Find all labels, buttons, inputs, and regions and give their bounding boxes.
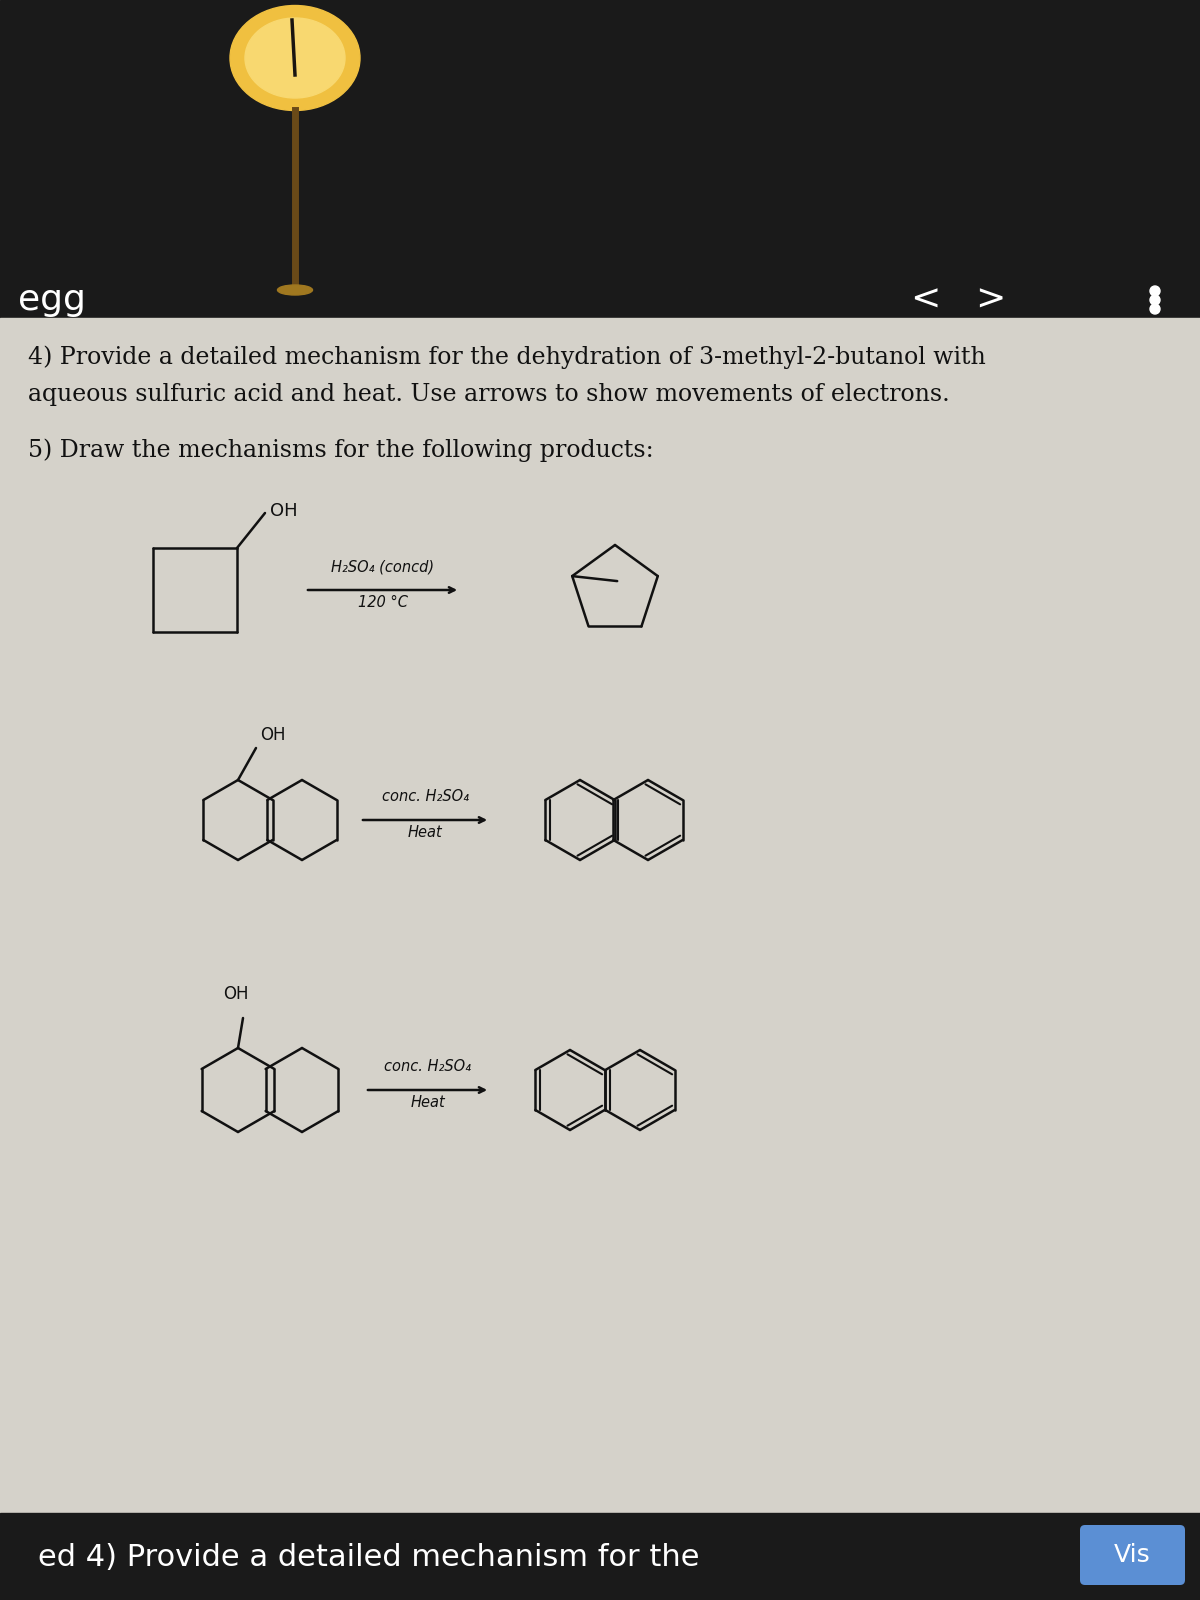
Circle shape xyxy=(1150,304,1160,314)
Text: 120 °C: 120 °C xyxy=(358,595,408,610)
Text: Heat: Heat xyxy=(408,826,443,840)
Text: 5) Draw the mechanisms for the following products:: 5) Draw the mechanisms for the following… xyxy=(28,438,654,461)
Text: Heat: Heat xyxy=(410,1094,445,1110)
Text: Vis: Vis xyxy=(1114,1542,1151,1566)
Text: egg: egg xyxy=(18,283,86,317)
Bar xyxy=(0,0,1200,318)
Bar xyxy=(0,1514,1200,1600)
Bar xyxy=(0,318,1200,1514)
Ellipse shape xyxy=(277,285,312,294)
Text: conc. H₂SO₄: conc. H₂SO₄ xyxy=(382,789,468,803)
FancyBboxPatch shape xyxy=(1080,1525,1186,1586)
Text: OH: OH xyxy=(260,726,286,744)
Text: conc. H₂SO₄: conc. H₂SO₄ xyxy=(384,1059,470,1074)
Text: ed 4) Provide a detailed mechanism for the: ed 4) Provide a detailed mechanism for t… xyxy=(38,1544,700,1573)
Text: OH: OH xyxy=(223,986,248,1003)
Text: aqueous sulfuric acid and heat. Use arrows to show movements of electrons.: aqueous sulfuric acid and heat. Use arro… xyxy=(28,382,949,406)
Ellipse shape xyxy=(230,5,360,110)
Circle shape xyxy=(1150,294,1160,306)
Text: >: > xyxy=(974,283,1006,317)
Text: OH: OH xyxy=(270,502,298,520)
Ellipse shape xyxy=(245,18,346,98)
Text: H₂SO₄ (concd): H₂SO₄ (concd) xyxy=(331,558,434,574)
Text: <: < xyxy=(910,283,941,317)
Circle shape xyxy=(1150,286,1160,296)
Text: 4) Provide a detailed mechanism for the dehydration of 3-methyl-2-butanol with: 4) Provide a detailed mechanism for the … xyxy=(28,346,985,368)
